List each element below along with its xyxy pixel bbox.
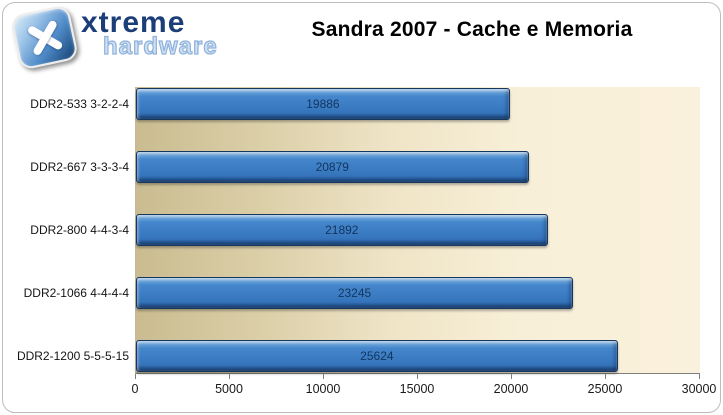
bar: 21892 [136, 214, 548, 246]
x-axis-tick-label: 10000 [305, 382, 341, 396]
category-label: DDR2-533 3-2-2-4 [30, 97, 129, 111]
x-axis-tick-label: 5000 [215, 382, 243, 396]
x-axis-tick-label: 25000 [587, 382, 623, 396]
x-axis-tick-label: 0 [131, 382, 139, 396]
x-axis-tick [135, 374, 136, 379]
bar: 23245 [136, 277, 573, 309]
category-axis-labels: DDR2-533 3-2-2-4 DDR2-667 3-3-3-4 DDR2-800… [3, 87, 129, 373]
bar-value-label: 19886 [306, 97, 340, 111]
brand-name-xtreme: xtreme [81, 6, 186, 39]
bar: 25624 [136, 340, 618, 372]
bar: 20879 [136, 151, 529, 183]
x-axis-tick [417, 374, 418, 379]
category-label: DDR2-1200 5-5-5-15 [16, 349, 129, 363]
x-axis-tick [605, 374, 606, 379]
bar-value-label: 25624 [360, 349, 394, 363]
x-axis-tick [229, 374, 230, 379]
bar-value-label: 20879 [315, 160, 349, 174]
bar: 19886 [136, 88, 510, 120]
x-axis: 0 5000 10000 15000 20000 25000 30000 [131, 373, 716, 405]
brand-name-hardware: hardware [102, 32, 218, 60]
x-axis-tick-label: 15000 [399, 382, 435, 396]
x-mark-icon [9, 4, 80, 71]
plot-area: 19886 20879 21892 23245 25624 [135, 87, 700, 374]
x-axis-tick [511, 374, 512, 379]
x-axis-tick-label: 20000 [493, 382, 529, 396]
chart-title: Sandra 2007 - Cache e Memoria [311, 18, 633, 41]
x-axis-tick [699, 374, 700, 379]
category-label: DDR2-667 3-3-3-4 [30, 160, 129, 174]
logo: xtreme hardware [81, 7, 218, 59]
category-label: DDR2-1066 4-4-4-4 [23, 286, 129, 300]
x-axis-tick-label: 30000 [681, 382, 717, 396]
category-label: DDR2-800 4-4-3-4 [30, 223, 129, 237]
bar-value-label: 21892 [325, 223, 359, 237]
bar-value-label: 23245 [337, 286, 372, 300]
x-axis-tick [323, 374, 324, 379]
